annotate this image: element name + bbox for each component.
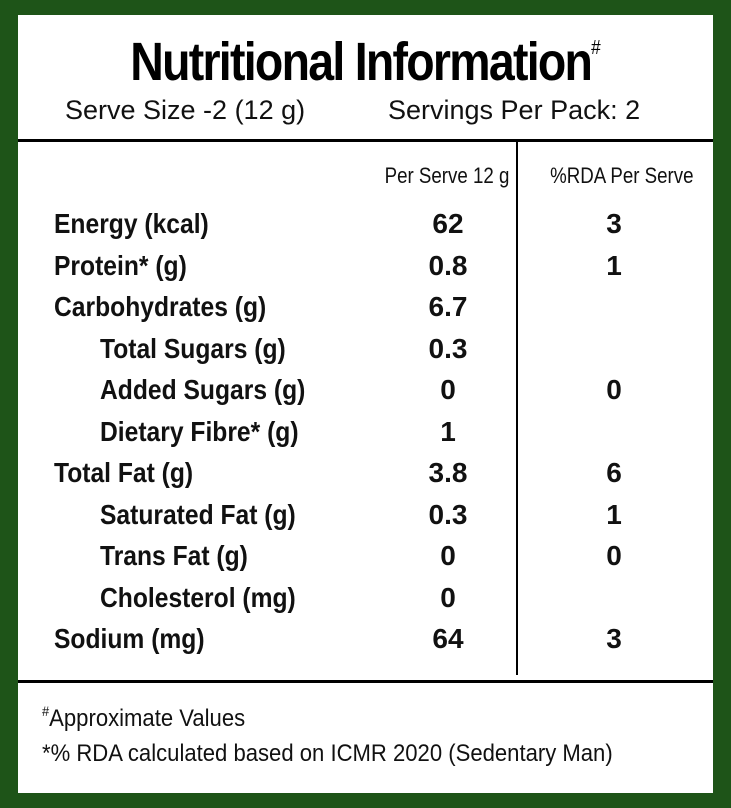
table-row: Total Fat (g) 3.8 6 (18, 457, 713, 497)
rda-value: 0 (606, 540, 622, 571)
nutrient-label: Saturated Fat (g) (100, 498, 296, 530)
nutrient-label: Added Sugars (g) (100, 374, 306, 405)
table-row: Added Sugars (g) 0 0 (18, 374, 713, 414)
serve-size: Serve Size -2 (12 g) (65, 95, 306, 125)
rda-value: 3 (606, 623, 622, 654)
nutrient-label: Cholesterol (mg) (100, 581, 296, 613)
rda-value: 3 (606, 208, 622, 239)
nutrient-label: Total Sugars (g) (100, 332, 286, 364)
per-serve-value: 6.7 (428, 291, 468, 322)
title-footnote-mark: # (591, 37, 601, 59)
footnote-mark: # (42, 703, 50, 719)
per-serve-value: 0.8 (428, 249, 468, 281)
rda-value: 1 (606, 249, 622, 281)
per-serve-value: 0.3 (428, 332, 468, 364)
footer-divider (18, 680, 713, 683)
nutrient-label: Trans Fat (g) (100, 540, 248, 571)
column-header-per-serve: Per Serve 12 g (384, 163, 510, 188)
rda-value: 0 (606, 374, 622, 405)
header-divider (18, 139, 713, 142)
table-row: Protein* (g) 0.8 1 (18, 250, 713, 290)
table-row: Energy (kcal) 62 3 (18, 208, 713, 248)
table-row: Total Sugars (g) 0.3 (18, 333, 713, 373)
nutrient-label: Total Fat (g) (54, 457, 194, 488)
table-row: Dietary Fibre* (g) 1 (18, 416, 713, 456)
nutrient-label: Carbohydrates (g) (54, 291, 267, 322)
footnote-rda: *% RDA calculated based on ICMR 2020 (Se… (42, 740, 613, 767)
table-row: Carbohydrates (g) 6.7 (18, 291, 713, 331)
per-serve-value: 3.8 (428, 457, 468, 488)
per-serve-value: 0 (440, 540, 456, 571)
table-row: Cholesterol (mg) 0 (18, 582, 713, 622)
servings-per-pack: Servings Per Pack: 2 (388, 95, 641, 125)
nutrient-label: Dietary Fibre* (g) (100, 415, 299, 447)
per-serve-value: 62 (432, 208, 464, 239)
column-header-rda: %RDA Per Serve (550, 163, 694, 188)
table-row: Saturated Fat (g) 0.3 1 (18, 499, 713, 539)
nutrient-label: Sodium (mg) (54, 623, 205, 654)
table-row: Trans Fat (g) 0 0 (18, 540, 713, 580)
per-serve-value: 64 (432, 623, 464, 654)
nutrition-panel: Nutritional Information# Serve Size -2 (… (18, 15, 713, 793)
per-serve-value: 0 (440, 581, 456, 613)
nutrient-label: Energy (kcal) (54, 208, 209, 239)
footnote-approx: #Approximate Values (42, 703, 246, 732)
table-row: Sodium (mg) 64 3 (18, 623, 713, 663)
column-divider (516, 140, 518, 675)
nutrient-label: Protein* (g) (54, 249, 187, 281)
per-serve-value: 0 (440, 374, 456, 405)
rda-value: 6 (606, 457, 622, 488)
page-title: Nutritional Information# (130, 32, 601, 92)
per-serve-value: 1 (440, 415, 456, 447)
rda-value: 1 (606, 498, 622, 530)
per-serve-value: 0.3 (428, 498, 468, 530)
